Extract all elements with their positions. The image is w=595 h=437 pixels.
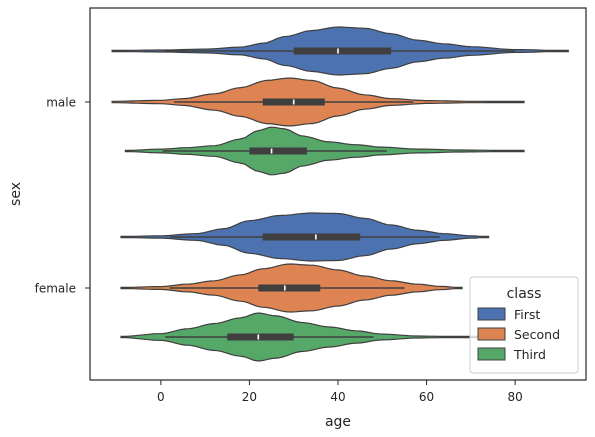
x-axis-label: age	[325, 414, 351, 430]
legend-swatch-third	[477, 347, 506, 361]
x-tick-label: 60	[419, 390, 434, 404]
violins-layer	[111, 26, 569, 362]
legend-title: class	[507, 286, 542, 302]
legend-swatch-first	[477, 307, 506, 321]
legend-label-third: Third	[513, 347, 546, 362]
x-tick-label: 80	[508, 390, 523, 404]
y-tick-label-male: male	[46, 96, 76, 110]
y-axis-ticks: male female	[35, 96, 90, 296]
legend-swatch-second	[477, 327, 506, 341]
violin-first-female	[120, 212, 490, 262]
x-axis-ticks: 0 20 40 60 80	[157, 380, 523, 404]
violin-first-male	[111, 26, 569, 76]
x-tick-label: 0	[157, 390, 165, 404]
violin-second-male	[111, 77, 525, 127]
legend-items: First Second Third	[477, 307, 560, 362]
violin-second-female	[120, 263, 463, 313]
x-tick-label: 40	[330, 390, 345, 404]
legend-label-first: First	[514, 307, 540, 322]
y-axis-label: sex	[8, 182, 24, 206]
y-tick-label-female: female	[35, 282, 76, 296]
x-tick-label: 20	[242, 390, 257, 404]
violin-third-male	[124, 126, 525, 176]
violin-third-female	[120, 312, 490, 362]
legend: class First Second Third	[469, 276, 579, 374]
legend-label-second: Second	[514, 327, 560, 342]
